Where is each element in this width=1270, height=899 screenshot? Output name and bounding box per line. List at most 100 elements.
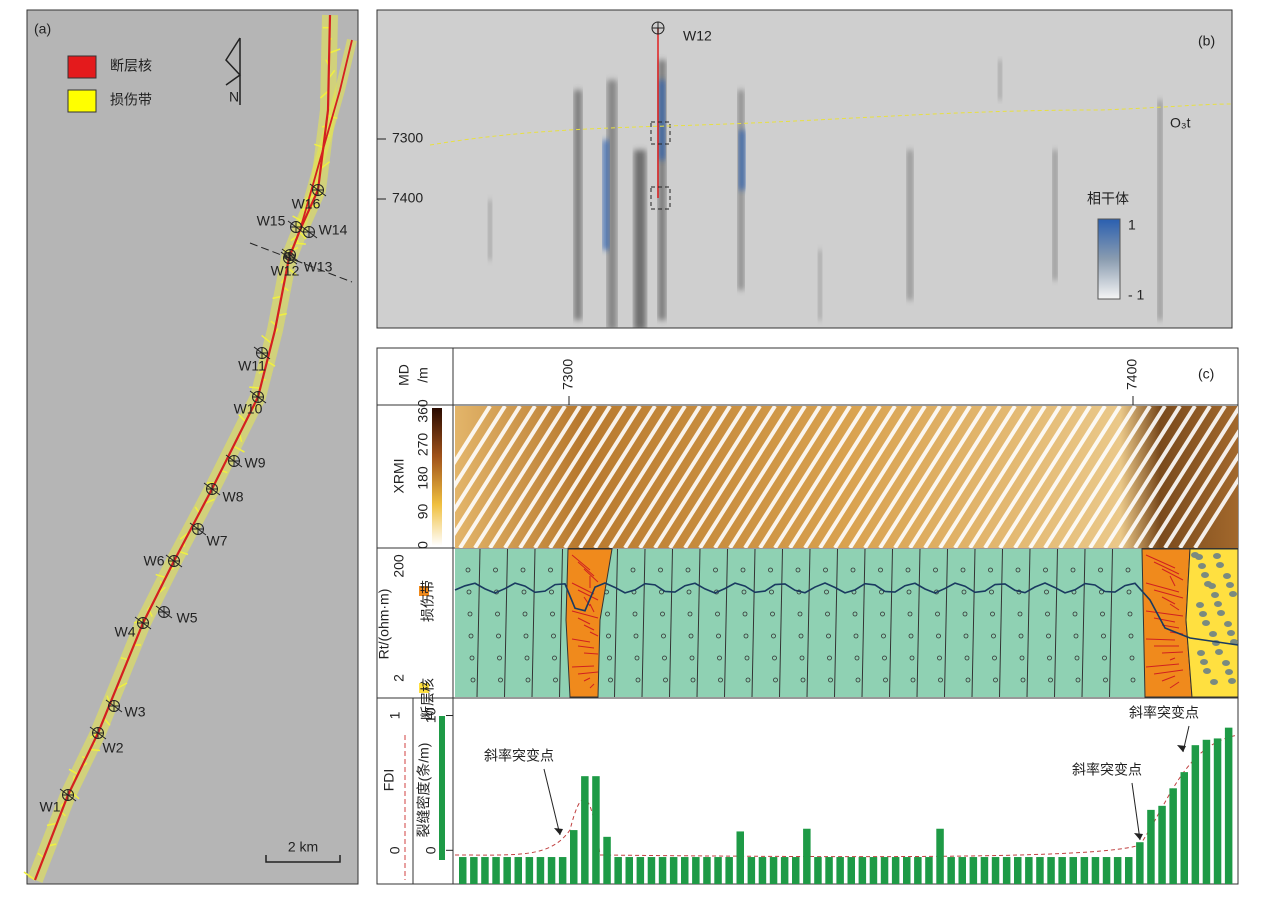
lithology-dot [552, 655, 557, 661]
well-label: W1 [40, 799, 61, 815]
lithology-line [916, 548, 921, 698]
bar [1158, 805, 1166, 884]
rt-curve [454, 582, 1239, 646]
lithology-dot [1018, 633, 1024, 639]
lithology-dot [907, 611, 913, 617]
well-marker [303, 226, 315, 238]
xrmi-stripe [728, 406, 822, 548]
section-line [249, 242, 353, 283]
lithology-line [669, 548, 673, 698]
seismic-streak [634, 150, 646, 328]
lithology-dot [991, 633, 996, 639]
lithology-dot [1043, 567, 1048, 573]
panel-b-label: (b) [1198, 33, 1215, 49]
bar [869, 857, 878, 884]
legend-label: 损伤带 [110, 92, 152, 108]
legend-swatch [67, 89, 97, 113]
bar [1136, 842, 1144, 884]
lithology-dot [716, 633, 721, 639]
lithology-dot [797, 611, 803, 617]
hatch [571, 610, 599, 619]
seismic-streak [907, 150, 913, 300]
lithology-dot [467, 611, 473, 617]
xrmi-stripe [818, 406, 912, 548]
rt-label: Rt/(ohm·m) [376, 589, 392, 660]
lithology-dot [1070, 567, 1076, 573]
colorbar [1097, 218, 1121, 300]
bar [891, 857, 900, 884]
xrmi-stripe [1073, 406, 1167, 548]
lithology-dot [633, 633, 639, 639]
well-marker [228, 455, 240, 467]
well-label: W2 [103, 740, 124, 756]
xrmi-stripe [593, 406, 687, 548]
seismic-streak [1157, 100, 1163, 320]
rt-tick: 2 [391, 674, 407, 682]
bar [681, 857, 689, 884]
y-axis-label: 裂缝密度(条/m) [416, 743, 432, 838]
lithology-dot [465, 567, 471, 573]
lithology-dot [715, 611, 720, 617]
bar [647, 857, 656, 884]
well-marker [206, 483, 218, 495]
lithology-dot [630, 567, 636, 573]
fault-core [299, 39, 353, 231]
lithology-dot [740, 567, 746, 573]
lithology-dot [850, 567, 856, 573]
lithology-dot [550, 611, 555, 617]
lithology-dot [606, 633, 611, 639]
lithology-line [806, 548, 811, 698]
lithology-dot [663, 677, 668, 683]
lithology-dot [521, 589, 527, 595]
xrmi-label: XRMI [391, 459, 407, 494]
lithology-dot [824, 589, 829, 595]
lithology-dot [1130, 677, 1136, 683]
lithology-dot [878, 567, 883, 573]
colorbar-title: 相干体 [1087, 191, 1129, 207]
damage-branch [328, 48, 341, 54]
lithology-line [1054, 548, 1058, 698]
bar [1102, 857, 1111, 884]
damage-branch [69, 790, 80, 800]
hatch [583, 624, 595, 631]
gravel [1228, 678, 1236, 684]
bar [1169, 788, 1177, 884]
damage-branch [233, 445, 245, 453]
lithology-dot [910, 677, 916, 683]
well-label: W15 [257, 213, 286, 229]
bar [792, 857, 800, 884]
lithology-line [1109, 548, 1113, 698]
lithology-dot [717, 655, 722, 661]
lithology-dot [493, 567, 498, 573]
lithology-line [999, 548, 1003, 698]
lithology-dot [1126, 589, 1132, 595]
xrmi-stripe [1193, 476, 1238, 548]
lithology-dot [496, 633, 501, 639]
gravel [1203, 668, 1211, 674]
well-marker [62, 789, 74, 801]
well-label: W5 [177, 610, 198, 626]
well-marker [284, 249, 296, 261]
bar [925, 857, 933, 884]
xrmi-stripe [1028, 406, 1122, 548]
bar [1125, 857, 1133, 884]
lithology-dot [1015, 567, 1021, 573]
colorbar-tick: 1 [1128, 217, 1136, 233]
lithology-dot [988, 567, 993, 573]
bar [769, 857, 778, 884]
bar [803, 828, 811, 884]
bar [481, 857, 489, 884]
lithology-dot [468, 633, 474, 639]
arrow-head [1177, 745, 1186, 752]
damage-branch [286, 267, 298, 277]
xrmi-stripe [863, 406, 957, 548]
lithology-dot [1098, 567, 1103, 573]
lithology-dot [523, 633, 529, 639]
bar [514, 857, 522, 884]
lithology-dot [1020, 677, 1026, 683]
lithology-dot [1129, 655, 1135, 661]
lithology-line [614, 548, 618, 698]
bar [958, 857, 966, 884]
lithology-dot [661, 633, 666, 639]
gravel [1209, 631, 1217, 637]
